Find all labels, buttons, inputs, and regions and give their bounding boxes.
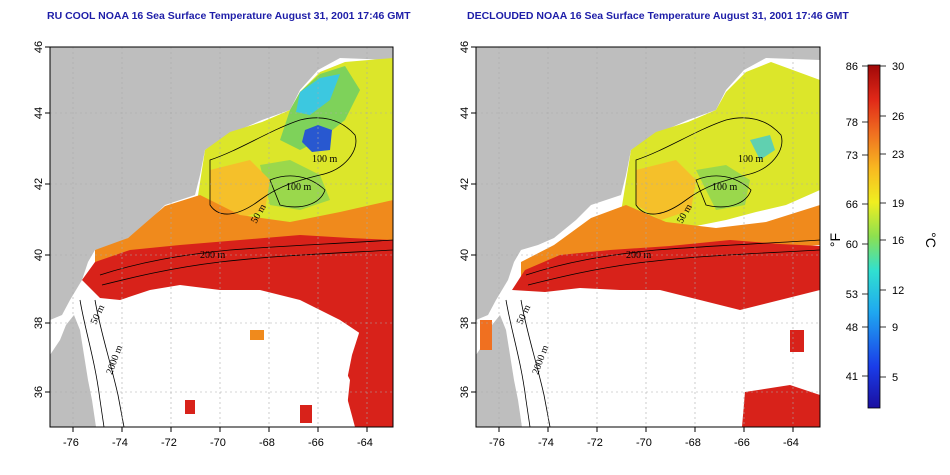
- sst-patch: [250, 330, 264, 340]
- x-tick-labels: -76 -74 -72 -70 -68 -66 -64: [63, 437, 373, 449]
- isobath-line: [520, 299, 551, 427]
- x-tick-label: -74: [112, 437, 128, 449]
- sst-patch: [185, 400, 195, 414]
- y-tick-label: 42: [33, 178, 45, 190]
- map-panel-left: 100 m 100 m 50 m 200 m 50 m 2000 m: [33, 41, 394, 449]
- fahrenheit-tick-label: 53: [846, 289, 858, 301]
- sst-cold: [750, 135, 775, 160]
- fahrenheit-ticks: 86 78 73 66 60 53 48 41: [846, 61, 858, 383]
- map-frame: [49, 46, 394, 428]
- celsius-tick-label: 26: [892, 111, 904, 123]
- sst-gulf-stream: [82, 235, 393, 340]
- x-tick-label: -66: [308, 437, 324, 449]
- isobath-line: [695, 175, 752, 208]
- x-tick-label: -72: [161, 437, 177, 449]
- cloud-mask: [88, 300, 350, 427]
- sst-patch: [790, 330, 804, 352]
- y-tick-label: 46: [33, 41, 45, 53]
- sst-patch: [742, 385, 820, 427]
- sst-warm: [636, 160, 696, 220]
- fahrenheit-tick-label: 86: [846, 61, 858, 73]
- map-panel-right: 100 m 100 m 50 m 200 m 50 m 2000 m: [459, 41, 821, 449]
- sst-patch: [480, 320, 492, 350]
- y-tick-label: 38: [33, 317, 45, 329]
- panel-title-right: DECLOUDED NOAA 16 Sea Surface Temperatur…: [467, 10, 849, 22]
- y-tick-label: 46: [459, 41, 471, 53]
- fahrenheit-axis-label: °F: [827, 233, 843, 247]
- celsius-tick-label: 12: [892, 285, 904, 297]
- panel-title-left: RU COOL NOAA 16 Sea Surface Temperature …: [47, 10, 411, 22]
- map-frame: [475, 46, 821, 428]
- isobath-line: [525, 239, 820, 276]
- colorbar-gradient: [867, 64, 881, 409]
- fahrenheit-tick-label: 66: [846, 199, 858, 211]
- y-tick-label: 36: [33, 386, 45, 398]
- sst-warm: [210, 160, 270, 220]
- sst-gulf-stream: [345, 320, 393, 427]
- celsius-ticks: 30 26 23 19 16 12 9 5: [892, 61, 904, 384]
- celsius-tick-label: 16: [892, 235, 904, 247]
- contour-label: 200 m: [200, 250, 226, 261]
- y-tick-labels: 36 38 40 42 44 46: [33, 41, 45, 398]
- colorbar: 86 78 73 66 60 53 48 41 30 26 23 19 16 1…: [827, 61, 939, 409]
- isobath-line: [209, 117, 357, 215]
- x-tick-label: -74: [538, 437, 554, 449]
- sst-cold: [296, 74, 340, 115]
- celsius-axis-label: °C: [923, 232, 939, 248]
- sst-patch: [300, 405, 312, 423]
- isobath-line: [94, 299, 125, 427]
- x-tick-label: -72: [587, 437, 603, 449]
- isobath-line: [269, 175, 326, 208]
- celsius-tick-label: 5: [892, 372, 898, 384]
- x-tick-label: -76: [489, 437, 505, 449]
- isobath-line: [635, 117, 783, 215]
- land-mass: [50, 315, 96, 427]
- land-mass: [50, 47, 393, 320]
- celsius-tick-label: 19: [892, 198, 904, 210]
- cloud-mask: [512, 295, 820, 427]
- contour-label: 200 m: [626, 250, 652, 261]
- isobath-line: [527, 249, 820, 286]
- isobath-line: [101, 249, 393, 286]
- x-tick-label: -68: [685, 437, 701, 449]
- land-mass: [476, 47, 820, 320]
- y-tick-label: 36: [459, 386, 471, 398]
- y-tick-label: 38: [459, 317, 471, 329]
- sst-cool: [260, 160, 330, 210]
- y-tick-label: 44: [33, 107, 45, 119]
- x-tick-label: -70: [210, 437, 226, 449]
- fahrenheit-tick-label: 78: [846, 117, 858, 129]
- fahrenheit-tick-label: 60: [846, 239, 858, 251]
- y-tick-label: 42: [459, 178, 471, 190]
- isobath-line: [99, 239, 393, 276]
- x-tick-label: -76: [63, 437, 79, 449]
- sst-gulf-stream: [512, 240, 820, 310]
- y-tick-label: 44: [459, 107, 471, 119]
- x-tick-label: -66: [734, 437, 750, 449]
- celsius-tick-label: 9: [892, 322, 898, 334]
- isobath-line: [505, 299, 531, 427]
- x-tick-labels: -76 -74 -72 -70 -68 -66 -64: [489, 437, 799, 449]
- x-tick-label: -70: [636, 437, 652, 449]
- y-tick-labels: 36 38 40 42 44 46: [459, 41, 471, 398]
- contour-label: 100 m: [712, 182, 738, 193]
- fahrenheit-tick-label: 48: [846, 322, 858, 334]
- sst-coldest: [302, 125, 332, 152]
- x-tick-label: -64: [783, 437, 799, 449]
- sst-cool: [280, 66, 360, 150]
- x-tick-label: -64: [357, 437, 373, 449]
- fahrenheit-tick-label: 41: [846, 371, 858, 383]
- contour-label: 100 m: [738, 154, 764, 165]
- y-tick-label: 40: [459, 249, 471, 261]
- x-tick-label: -68: [259, 437, 275, 449]
- isobath-line: [79, 299, 105, 427]
- contour-label: 100 m: [286, 182, 312, 193]
- celsius-tick-label: 23: [892, 149, 904, 161]
- celsius-tick-label: 30: [892, 61, 904, 73]
- y-tick-label: 40: [33, 249, 45, 261]
- fahrenheit-tick-label: 73: [846, 150, 858, 162]
- contour-label: 100 m: [312, 154, 338, 165]
